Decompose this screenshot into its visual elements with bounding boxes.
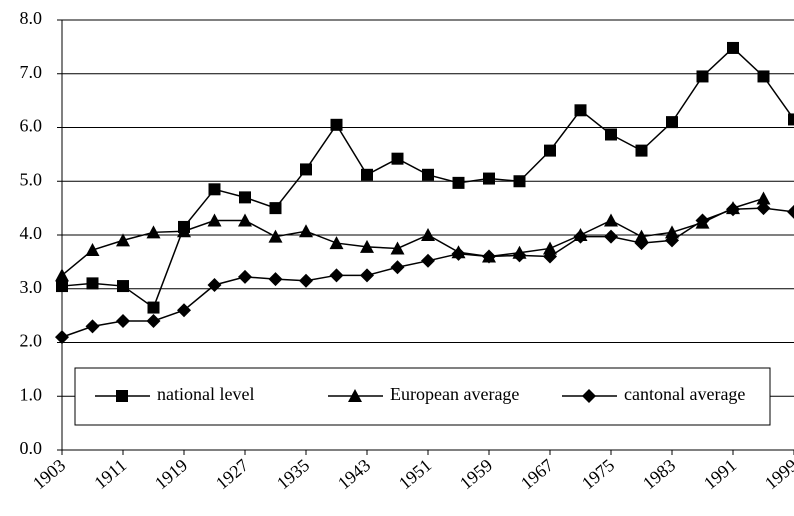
marker <box>329 236 344 250</box>
y-tick-label: 8.0 <box>20 8 43 28</box>
marker <box>574 104 587 117</box>
marker <box>117 280 129 293</box>
marker <box>329 268 344 283</box>
marker <box>208 183 221 196</box>
marker <box>605 128 617 141</box>
x-tick-label: 1999 <box>761 455 794 493</box>
marker <box>299 273 313 288</box>
marker <box>116 314 130 328</box>
x-tick-label: 1927 <box>212 455 252 493</box>
x-tick-label: 1951 <box>395 455 435 493</box>
marker <box>635 144 648 157</box>
marker <box>177 224 191 238</box>
legend-box <box>74 367 771 426</box>
legend-label: national level <box>157 384 254 404</box>
marker <box>86 277 99 290</box>
x-tick-label: 1919 <box>151 455 191 493</box>
x-tick-label: 1959 <box>456 455 496 493</box>
marker <box>147 301 160 314</box>
marker <box>299 224 313 238</box>
series-line <box>61 197 764 276</box>
legend: national level European average cantonal a… <box>74 367 771 426</box>
marker <box>422 168 434 181</box>
x-tick-label: 1991 <box>700 455 740 493</box>
marker <box>300 163 312 176</box>
marker <box>361 168 373 181</box>
marker <box>665 233 679 248</box>
marker <box>727 41 739 54</box>
marker <box>360 268 374 283</box>
x-tick-label: 1967 <box>517 455 557 493</box>
marker <box>207 213 222 227</box>
y-tick-label: 0.0 <box>20 438 43 458</box>
y-tick-label: 1.0 <box>20 384 43 404</box>
marker <box>452 176 465 189</box>
marker <box>85 319 100 334</box>
marker <box>239 191 251 204</box>
marker <box>695 213 710 228</box>
marker <box>544 144 556 157</box>
marker <box>421 253 435 268</box>
marker <box>348 389 362 402</box>
marker <box>116 390 128 402</box>
marker <box>451 246 466 261</box>
marker <box>390 241 405 255</box>
marker <box>269 202 282 215</box>
marker <box>330 118 343 131</box>
marker <box>268 272 283 287</box>
marker <box>482 249 496 264</box>
marker <box>268 229 283 243</box>
marker <box>543 249 557 264</box>
marker <box>238 213 252 227</box>
marker <box>116 233 130 247</box>
marker <box>543 241 557 255</box>
series-line <box>61 207 794 338</box>
marker <box>146 314 161 328</box>
marker <box>573 229 588 244</box>
marker <box>726 202 740 217</box>
marker <box>604 229 618 244</box>
y-tick-label: 4.0 <box>20 223 43 243</box>
x-tick-label: 1903 <box>29 455 69 493</box>
marker <box>85 243 100 257</box>
marker <box>696 70 709 83</box>
marker <box>787 204 794 219</box>
marker <box>483 172 495 185</box>
marker <box>177 303 191 318</box>
x-tick-label: 1983 <box>639 455 679 493</box>
y-tick-label: 3.0 <box>20 277 43 297</box>
plot-area <box>55 41 794 345</box>
marker <box>666 116 678 129</box>
marker <box>634 236 649 251</box>
x-tick-label: 1935 <box>273 455 313 493</box>
x-tick-label: 1911 <box>90 455 130 493</box>
marker <box>788 113 794 126</box>
marker <box>390 260 405 275</box>
y-tick-label: 5.0 <box>20 169 43 189</box>
x-tick-label: 1975 <box>578 455 618 493</box>
marker <box>238 269 252 284</box>
marker <box>604 213 618 227</box>
y-tick-label: 6.0 <box>20 116 43 136</box>
legend-label: European average <box>390 384 519 404</box>
y-tick-label: 2.0 <box>20 331 43 351</box>
marker <box>582 389 596 403</box>
marker <box>756 201 771 216</box>
marker <box>512 248 527 263</box>
legend-label: cantonal average <box>624 384 745 404</box>
marker <box>391 152 404 165</box>
y-tick-label: 7.0 <box>20 62 43 82</box>
marker <box>756 191 771 205</box>
x-tick-label: 1943 <box>334 455 374 493</box>
marker <box>757 70 770 83</box>
marker <box>360 239 374 253</box>
